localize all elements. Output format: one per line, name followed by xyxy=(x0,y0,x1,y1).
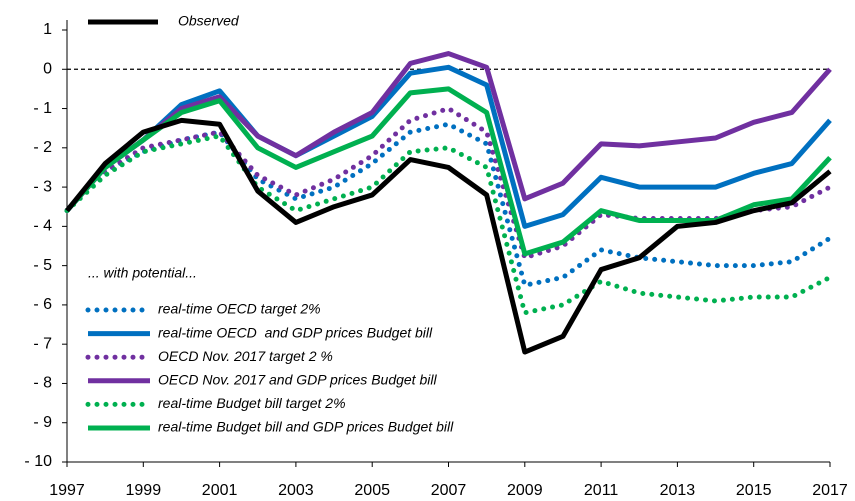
series-line xyxy=(64,121,833,289)
y-tick-label: - 7 xyxy=(33,335,52,352)
legend-label: real-time OECD target 2% xyxy=(158,301,321,317)
y-tick-label: - 8 xyxy=(33,375,52,392)
annotation: ... with potential... xyxy=(88,265,197,281)
y-tick-label: - 2 xyxy=(33,139,52,156)
x-tick-label: 2017 xyxy=(812,482,848,499)
series-line xyxy=(65,117,832,355)
y-tick-label: - 10 xyxy=(24,453,52,470)
x-tick-label: 2013 xyxy=(660,482,696,499)
x-tick-label: 2003 xyxy=(278,482,314,499)
legend-label: OECD Nov. 2017 target 2 % xyxy=(158,348,333,364)
x-tick-label: 2009 xyxy=(507,482,543,499)
y-tick-label: - 5 xyxy=(33,257,52,274)
x-tick-label: 1999 xyxy=(126,482,162,499)
y-tick-label: - 4 xyxy=(33,218,52,235)
y-tick-label: - 9 xyxy=(33,414,52,431)
series-line xyxy=(65,86,832,257)
y-tick-label: 0 xyxy=(43,60,52,77)
x-tick-label: 2005 xyxy=(354,482,390,499)
y-tick-label: - 1 xyxy=(33,100,52,117)
y-tick-label: 1 xyxy=(43,21,52,38)
series-line xyxy=(65,64,832,229)
y-tick-label: - 3 xyxy=(33,178,52,195)
x-tick-label: 2001 xyxy=(202,482,238,499)
x-tick-label: 2007 xyxy=(431,482,467,499)
legend-label: Observed xyxy=(178,13,240,29)
series-line xyxy=(64,105,833,261)
x-tick-label: 2015 xyxy=(736,482,772,499)
legend-label: real-time OECD and GDP prices Budget bil… xyxy=(158,324,433,340)
y-tick-label: - 6 xyxy=(33,296,52,313)
legend-label: real-time Budget bill target 2% xyxy=(158,395,346,411)
x-tick-label: 2011 xyxy=(584,482,619,499)
legend-label: real-time Budget bill and GDP prices Bud… xyxy=(158,419,454,435)
series-line xyxy=(65,51,832,213)
legend-label: OECD Nov. 2017 and GDP prices Budget bil… xyxy=(158,372,437,388)
x-tick-label: 1997 xyxy=(49,482,85,499)
